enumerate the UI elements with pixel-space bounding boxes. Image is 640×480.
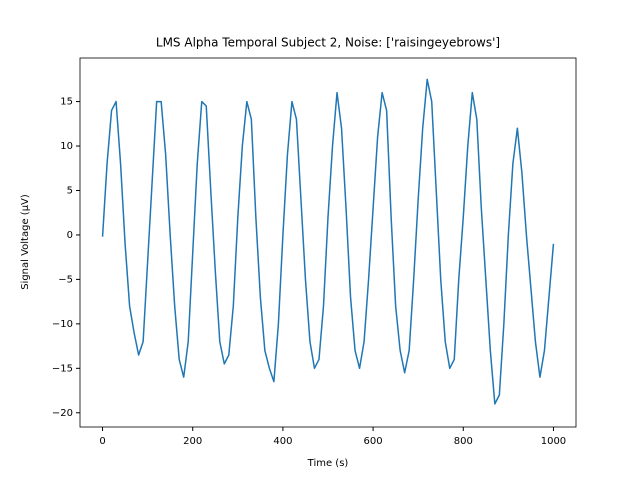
y-tick-label: −5 bbox=[58, 274, 73, 285]
y-tick-label: −10 bbox=[52, 319, 73, 330]
x-tick-label: 1000 bbox=[541, 436, 566, 447]
x-tick-label: 800 bbox=[454, 436, 473, 447]
y-tick-label: 5 bbox=[67, 185, 73, 196]
plot-frame bbox=[79, 57, 577, 428]
y-axis-label: Signal Voltage (μV) bbox=[20, 194, 31, 290]
y-tick-label: 0 bbox=[67, 230, 73, 241]
x-tick-label: 400 bbox=[273, 436, 292, 447]
y-tick-label: −20 bbox=[52, 408, 73, 419]
x-axis-label: Time (s) bbox=[307, 458, 349, 469]
x-tick-label: 0 bbox=[99, 436, 105, 447]
chart-title: LMS Alpha Temporal Subject 2, Noise: ['r… bbox=[156, 36, 500, 50]
data-line bbox=[101, 78, 555, 405]
x-tick-label: 600 bbox=[364, 436, 383, 447]
x-tick-label: 200 bbox=[183, 436, 202, 447]
y-tick-label: 15 bbox=[60, 97, 73, 108]
y-tick-label: −15 bbox=[52, 363, 73, 374]
y-tick-label: 10 bbox=[60, 141, 73, 152]
